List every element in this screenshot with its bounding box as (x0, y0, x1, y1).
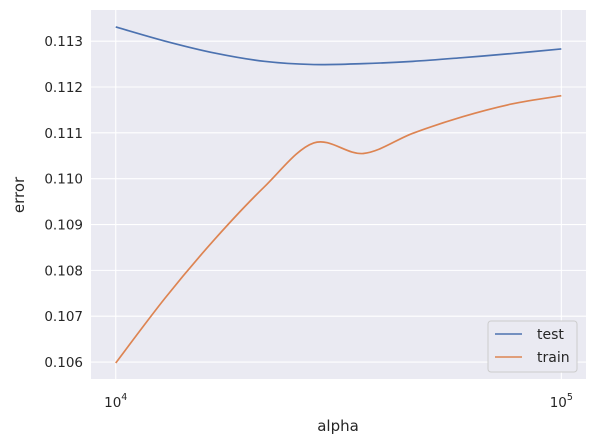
y-tick-label: 0.107 (44, 309, 83, 325)
y-tick-label: 0.109 (44, 218, 83, 234)
x-axis-label: alpha (317, 417, 359, 435)
x-tick-label: 105 (550, 392, 573, 411)
y-tick-label: 0.106 (44, 355, 83, 371)
series-lines (115, 26, 562, 364)
y-tick-label: 0.112 (44, 80, 83, 96)
legend-label-test: test (537, 327, 564, 343)
grid-lines (91, 10, 586, 379)
plot-area (91, 10, 586, 379)
y-axis-label: error (10, 176, 28, 213)
y-tick-label: 0.113 (44, 34, 83, 50)
x-tick-labels: 104 105 (104, 392, 573, 411)
y-tick-labels: 0.106 0.107 0.108 0.109 0.110 0.111 0.112 0.113 (44, 34, 83, 371)
series-line-train (115, 94, 562, 364)
y-tick-label: 0.111 (44, 126, 83, 142)
legend: test train (487, 320, 578, 373)
y-tick-label: 0.110 (44, 172, 83, 188)
x-tick-label: 104 (104, 392, 127, 411)
y-tick-label: 0.108 (44, 263, 83, 279)
series-line-test (115, 26, 562, 66)
legend-label-train: train (537, 350, 570, 366)
